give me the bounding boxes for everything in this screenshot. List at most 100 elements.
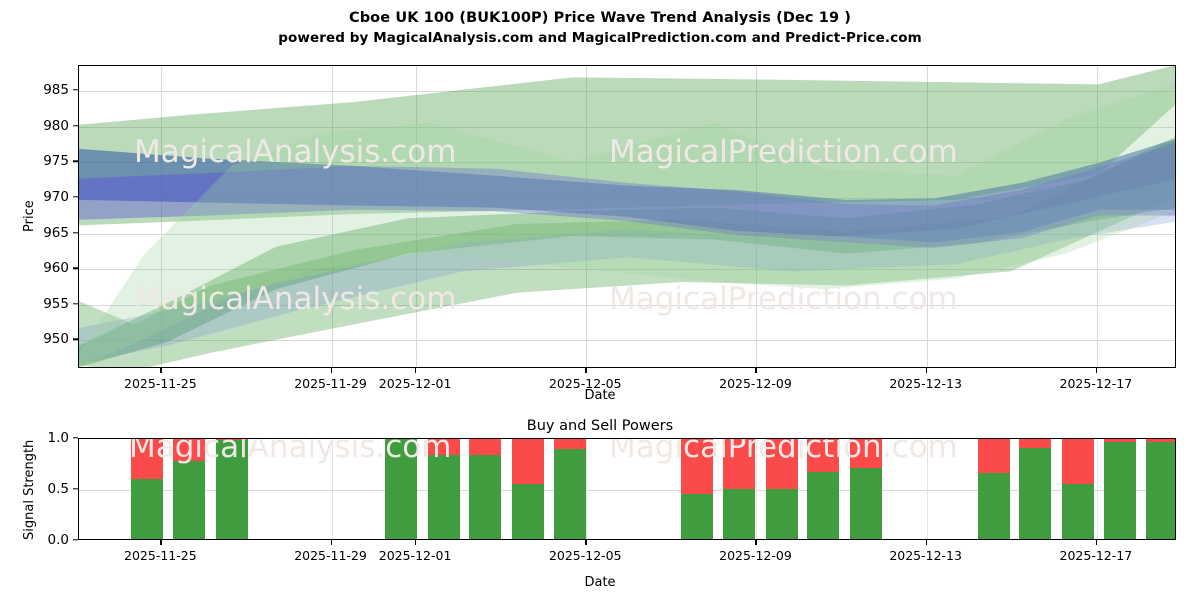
signal-bar-buy-segment xyxy=(977,473,1010,539)
price-gridline-v xyxy=(161,66,163,367)
signal-bar-sell-segment xyxy=(722,439,755,489)
price-band-light-wedge xyxy=(79,83,1175,367)
price-ytick-mark xyxy=(73,338,78,341)
signal-bar[interactable] xyxy=(722,439,755,539)
price-xtick-mark xyxy=(755,368,757,373)
price-yaxis-title: Price xyxy=(22,200,37,232)
signal-bar[interactable] xyxy=(469,439,502,539)
price-band-mid-green xyxy=(79,140,1175,367)
signal-ytick-mark xyxy=(73,539,78,541)
page-title: Cboe UK 100 (BUK100P) Price Wave Trend A… xyxy=(348,10,852,26)
signal-bar[interactable] xyxy=(977,439,1010,539)
price-ytick-label: 970 xyxy=(43,188,69,205)
price-gridline-v xyxy=(416,66,418,367)
signal-bar[interactable] xyxy=(172,439,205,539)
chart-title-block: Cboe UK 100 (BUK100P) Price Wave Trend A… xyxy=(0,8,1200,48)
signal-yaxis-title: Signal Strength xyxy=(22,439,37,540)
price-xtick-label: 2025-11-29 xyxy=(294,376,367,391)
signal-bar[interactable] xyxy=(512,439,545,539)
signal-xtick-label: 2025-11-29 xyxy=(294,548,367,563)
price-gridline-v xyxy=(331,66,333,367)
signal-xtick-mark xyxy=(1095,540,1098,545)
price-xtick-label: 2025-12-09 xyxy=(719,376,792,391)
signal-bar[interactable] xyxy=(765,439,798,539)
price-band-blue-core xyxy=(79,138,1175,243)
signal-bar-buy-segment xyxy=(172,461,205,539)
signal-xtick-mark xyxy=(925,540,928,545)
signal-bar-sell-segment xyxy=(977,439,1010,473)
signal-bar-sell-segment xyxy=(765,439,798,489)
signal-bar-sell-segment xyxy=(427,439,460,455)
signal-bar[interactable] xyxy=(215,439,248,539)
price-ytick-mark xyxy=(73,267,78,269)
signal-bar-sell-segment xyxy=(1062,439,1095,484)
price-xtick-mark xyxy=(1095,368,1098,373)
price-wave-bands xyxy=(79,66,1175,367)
signal-bar-buy-segment xyxy=(1103,442,1136,539)
signal-ytick-label: 0.0 xyxy=(47,532,69,548)
price-gridline-h xyxy=(79,126,1175,128)
price-wave-chart: MagicalAnalysis.com MagicalPrediction.com… xyxy=(78,65,1176,368)
signal-bar-buy-segment xyxy=(850,468,883,539)
signal-bar[interactable] xyxy=(384,439,417,539)
price-ytick-label: 965 xyxy=(43,224,69,241)
signal-bar[interactable] xyxy=(807,439,840,539)
price-ytick-mark xyxy=(73,89,78,91)
price-xtick-label: 2025-12-17 xyxy=(1059,376,1133,391)
signal-bar[interactable] xyxy=(1062,439,1095,539)
signal-gridline-v xyxy=(1096,439,1098,539)
signal-bar[interactable] xyxy=(553,439,586,539)
page-subtitle: powered by MagicalAnalysis.com and Magic… xyxy=(278,30,922,46)
signal-xtick-mark xyxy=(160,540,162,545)
price-gridline-h xyxy=(79,233,1175,235)
price-ytick-mark xyxy=(73,231,78,234)
signal-xtick-mark xyxy=(585,540,587,545)
signal-bar[interactable] xyxy=(681,439,714,539)
signal-bar-sell-segment xyxy=(215,439,248,440)
signal-xtick-label: 2025-11-25 xyxy=(124,548,197,563)
signal-gridline-v xyxy=(331,439,333,539)
signal-bar[interactable] xyxy=(131,439,164,539)
signal-bar[interactable] xyxy=(1019,439,1052,539)
price-ytick-mark xyxy=(73,124,78,127)
signal-bar[interactable] xyxy=(1145,439,1175,539)
signal-bar-buy-segment xyxy=(765,489,798,539)
signal-gridline-v xyxy=(926,439,928,539)
signal-ytick-label: 0.5 xyxy=(47,481,69,497)
price-gridline-v xyxy=(586,66,588,367)
price-ytick-label: 955 xyxy=(43,295,69,312)
signal-xtick-label: 2025-12-01 xyxy=(378,548,452,563)
price-xtick-label: 2025-11-25 xyxy=(124,376,197,391)
signal-gridline-v xyxy=(756,439,758,539)
signal-bar[interactable] xyxy=(427,439,460,539)
signal-bar[interactable] xyxy=(1103,439,1136,539)
signal-xtick-label: 2025-12-05 xyxy=(548,548,622,563)
signal-bar-buy-segment xyxy=(722,489,755,539)
signal-bar-sell-segment xyxy=(807,439,840,472)
signal-ytick-mark xyxy=(73,488,78,490)
price-plot-area: MagicalAnalysis.com MagicalPrediction.com… xyxy=(78,65,1176,368)
signal-xtick-mark xyxy=(330,540,332,545)
signal-chart-title: Buy and Sell Powers xyxy=(526,418,674,434)
signal-bar-buy-segment xyxy=(1062,484,1095,539)
price-ytick-mark xyxy=(73,196,78,198)
signal-bar-sell-segment xyxy=(172,439,205,461)
signal-bar[interactable] xyxy=(850,439,883,539)
price-gridline-h xyxy=(79,162,1175,164)
price-gridline-h xyxy=(79,90,1175,92)
signal-plot-area: MagicalAnalysis.com MagicalPrediction.com xyxy=(78,438,1176,540)
signal-bar-sell-segment xyxy=(512,439,545,484)
signal-ytick-label: 1.0 xyxy=(47,430,69,446)
signal-bar-sell-segment xyxy=(469,439,502,455)
price-ytick-mark xyxy=(73,160,78,162)
signal-xtick-label: 2025-12-17 xyxy=(1059,548,1133,563)
signal-xtick-mark xyxy=(415,540,417,545)
signal-bar-buy-segment xyxy=(807,472,840,539)
price-gridline-h xyxy=(79,269,1175,271)
signal-bar-sell-segment xyxy=(553,439,586,449)
price-gridline-h xyxy=(79,304,1175,306)
price-band-outer-green-lower xyxy=(79,136,1175,367)
price-xtick-mark xyxy=(925,368,928,373)
price-xaxis-title: Date xyxy=(584,388,616,403)
price-ytick-label: 960 xyxy=(43,260,69,277)
